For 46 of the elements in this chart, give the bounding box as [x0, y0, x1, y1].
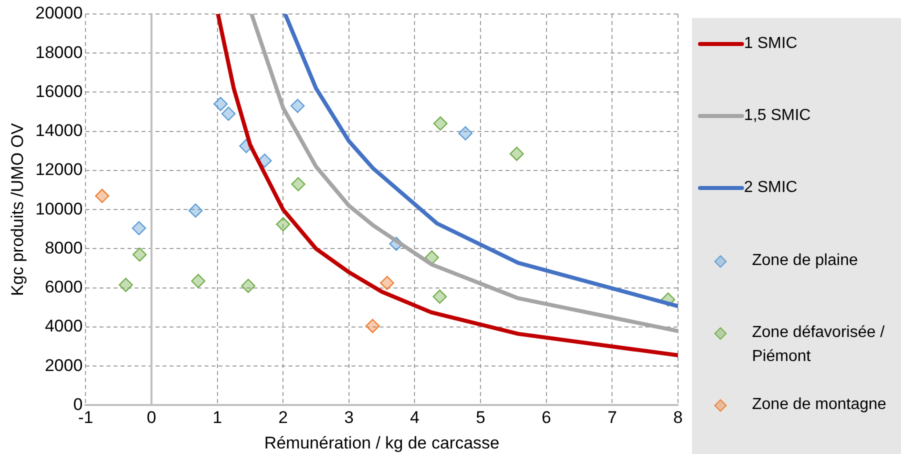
point	[191, 274, 206, 288]
point	[433, 116, 448, 131]
point	[213, 96, 228, 112]
y-tick-label: 4000	[44, 316, 83, 336]
point	[95, 188, 110, 204]
y-axis-title: Kgc produits /UMO OV	[8, 122, 27, 296]
legend-label: Zone de plaine	[752, 251, 859, 271]
y-tick-label: 14000	[35, 121, 83, 140]
y-tick-label: 12000	[35, 160, 83, 180]
point	[510, 146, 524, 161]
point	[432, 290, 447, 304]
point	[221, 106, 236, 121]
point	[118, 278, 133, 292]
x-tick-label: 7	[607, 408, 617, 428]
point	[132, 221, 146, 236]
y-tick-label: 0	[73, 394, 83, 414]
y-tick-label: 8000	[44, 238, 83, 258]
legend-label: Zone défavorisée / Piémont	[752, 323, 886, 367]
y-tick-label: 18000	[35, 42, 83, 62]
x-tick-label: 0	[146, 408, 156, 428]
y-tick-label: 2000	[44, 356, 83, 375]
legend-label: Zone de montagne	[752, 395, 888, 415]
legend-label: 2 SMIC	[744, 178, 798, 198]
y-tick-label: 6000	[44, 278, 83, 297]
x-tick-label: 8	[673, 408, 683, 428]
legend-label: 1 SMIC	[744, 34, 798, 54]
x-tick-label: 5	[476, 408, 486, 428]
x-tick-label: 6	[542, 408, 552, 428]
point	[458, 126, 473, 140]
point	[290, 98, 305, 114]
point	[276, 217, 290, 232]
point	[188, 203, 203, 218]
y-tick-label: 20000	[35, 4, 83, 23]
y-tick-label: 10000	[35, 199, 83, 218]
x-tick-label: 1	[212, 408, 222, 428]
point	[241, 278, 256, 293]
point	[380, 276, 394, 290]
point	[291, 177, 306, 192]
x-axis-title: Rémunération / kg de carcasse	[264, 433, 500, 452]
x-tick-label: 2	[278, 408, 288, 428]
x-tick-label: 4	[410, 408, 420, 428]
point	[132, 247, 147, 262]
y-tick-label: 16000	[35, 82, 83, 101]
point	[366, 318, 380, 334]
x-tick-label: 3	[344, 408, 354, 428]
legend-label: 1,5 SMIC	[744, 106, 812, 126]
